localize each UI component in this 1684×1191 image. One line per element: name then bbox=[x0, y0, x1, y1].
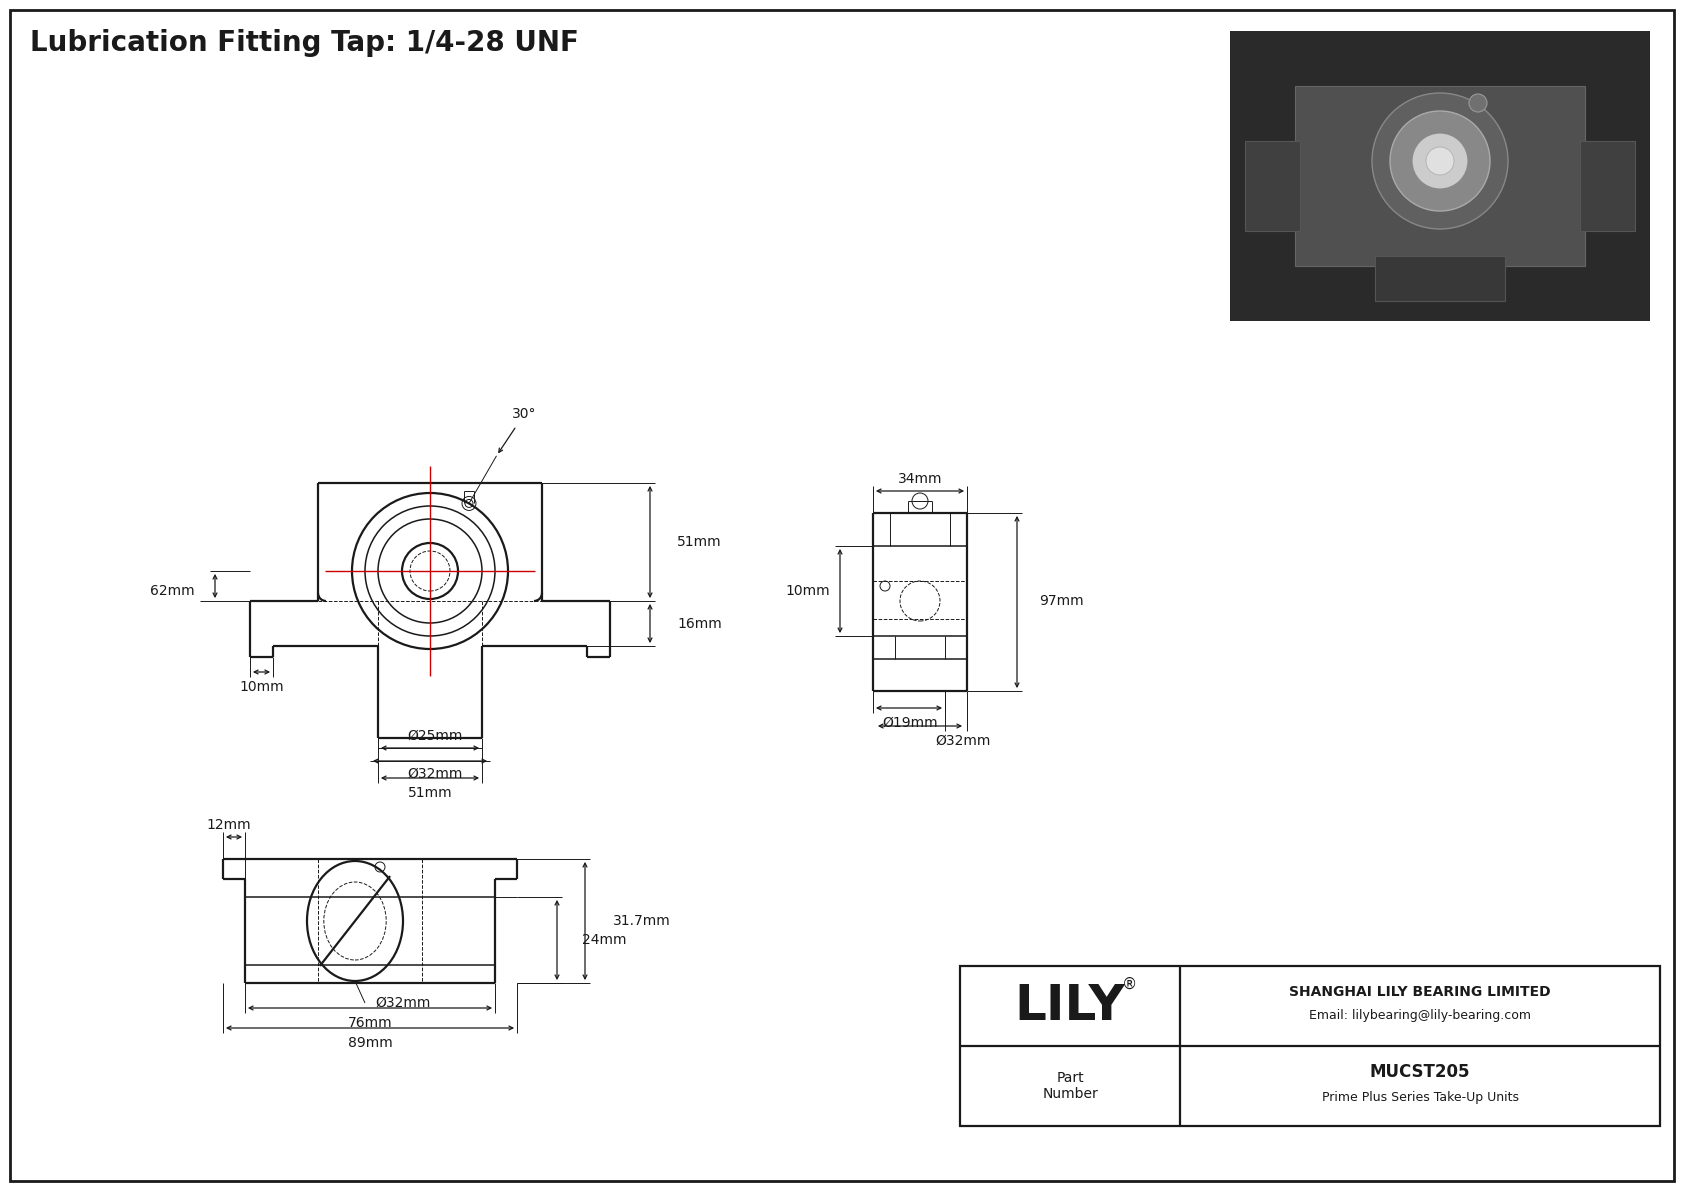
Text: ®: ® bbox=[1122, 977, 1138, 991]
Text: 31.7mm: 31.7mm bbox=[613, 913, 670, 928]
Text: 51mm: 51mm bbox=[677, 535, 722, 549]
Text: Ø32mm: Ø32mm bbox=[408, 767, 463, 781]
Text: 62mm: 62mm bbox=[150, 584, 195, 598]
Text: 76mm: 76mm bbox=[347, 1016, 392, 1030]
Text: Lubrication Fitting Tap: 1/4-28 UNF: Lubrication Fitting Tap: 1/4-28 UNF bbox=[30, 29, 579, 57]
Text: 34mm: 34mm bbox=[898, 472, 943, 486]
Bar bbox=[1580, 141, 1635, 231]
Text: 97mm: 97mm bbox=[1039, 594, 1083, 607]
Circle shape bbox=[1372, 93, 1507, 229]
Bar bbox=[960, 966, 1660, 1125]
Text: 12mm: 12mm bbox=[207, 818, 251, 833]
Bar bbox=[1295, 86, 1585, 266]
Bar bbox=[1376, 256, 1505, 301]
Text: Ø32mm: Ø32mm bbox=[935, 734, 990, 748]
Text: Ø25mm: Ø25mm bbox=[408, 729, 463, 743]
Text: MUCST205: MUCST205 bbox=[1369, 1064, 1470, 1081]
Text: 51mm: 51mm bbox=[408, 786, 453, 800]
Bar bbox=[1229, 31, 1650, 322]
Circle shape bbox=[1468, 94, 1487, 112]
Text: Email: lilybearing@lily-bearing.com: Email: lilybearing@lily-bearing.com bbox=[1308, 1010, 1531, 1023]
Text: Ø19mm: Ø19mm bbox=[882, 716, 938, 730]
Circle shape bbox=[1411, 133, 1468, 189]
Text: 16mm: 16mm bbox=[677, 617, 722, 630]
Text: Part
Number: Part Number bbox=[1042, 1071, 1098, 1102]
Text: 30°: 30° bbox=[512, 407, 537, 420]
Text: 10mm: 10mm bbox=[785, 584, 830, 598]
Bar bbox=[1244, 141, 1300, 231]
Text: 10mm: 10mm bbox=[239, 680, 285, 694]
Text: LILY: LILY bbox=[1015, 983, 1125, 1030]
Text: Prime Plus Series Take-Up Units: Prime Plus Series Take-Up Units bbox=[1322, 1091, 1519, 1104]
Text: Ø32mm: Ø32mm bbox=[376, 996, 431, 1010]
Circle shape bbox=[1389, 111, 1490, 211]
Text: 24mm: 24mm bbox=[583, 933, 626, 947]
Text: 89mm: 89mm bbox=[347, 1036, 392, 1050]
Text: SHANGHAI LILY BEARING LIMITED: SHANGHAI LILY BEARING LIMITED bbox=[1290, 985, 1551, 999]
Circle shape bbox=[1426, 146, 1453, 175]
